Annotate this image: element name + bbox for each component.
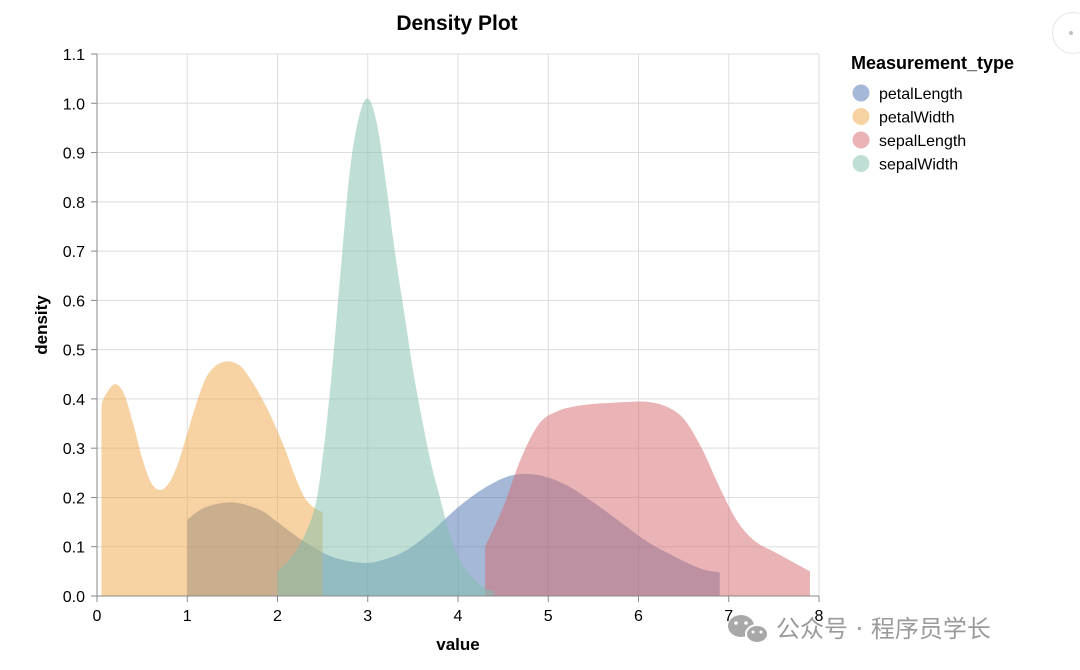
y-tick-label: 0.5 xyxy=(63,343,85,360)
legend-label-sepalWidth: sepalWidth xyxy=(879,157,958,174)
x-tick-label: 4 xyxy=(454,608,463,625)
x-tick-label: 5 xyxy=(544,608,553,625)
x-tick-label: 2 xyxy=(273,608,282,625)
y-tick-label: 0.2 xyxy=(63,490,85,507)
x-axis-title: value xyxy=(436,635,479,654)
y-tick-label: 0.1 xyxy=(63,540,85,557)
y-tick-label: 0.7 xyxy=(63,244,85,261)
legend-swatch-sepalWidth xyxy=(852,155,870,172)
wechat-icon xyxy=(728,615,769,644)
density-area-sepalWidth xyxy=(277,98,495,596)
legend-swatch-petalWidth xyxy=(852,108,870,125)
x-tick-label: 8 xyxy=(815,608,824,625)
density-areas xyxy=(101,98,810,596)
x-tick-label: 6 xyxy=(634,608,643,625)
y-axis-title: density xyxy=(32,295,51,355)
y-tick-label: 0.8 xyxy=(63,195,85,212)
x-tick-label: 1 xyxy=(183,608,192,625)
legend-label-petalWidth: petalWidth xyxy=(879,110,955,127)
legend-title: Measurement_type xyxy=(851,53,1014,73)
legend-swatch-sepalLength xyxy=(852,131,870,149)
x-tick-label: 3 xyxy=(363,608,372,625)
y-tick-label: 0.3 xyxy=(63,441,85,458)
y-tick-label: 1.0 xyxy=(63,96,85,113)
x-axis-ticks: 0 1 2 3 4 5 6 7 8 xyxy=(93,596,824,625)
density-area-petalWidth xyxy=(101,361,323,596)
density-area-sepalLength xyxy=(485,401,810,596)
legend-swatch-petalLength xyxy=(852,84,870,102)
chart-title: Density Plot xyxy=(396,12,517,35)
x-tick-label: 0 xyxy=(93,608,102,625)
y-tick-label: 1.1 xyxy=(63,47,85,64)
corner-menu-button[interactable] xyxy=(1052,12,1080,54)
watermark-text: 公众号 · 程序员学长 xyxy=(776,615,991,643)
y-tick-label: 0.0 xyxy=(63,589,85,606)
legend-label-petalLength: petalLength xyxy=(879,86,963,103)
y-tick-label: 0.9 xyxy=(63,146,85,163)
y-axis-ticks: 0.0 0.1 0.2 0.3 0.4 0.5 0.6 0.7 0.8 0.9 1.0 1.1 xyxy=(63,47,97,606)
legend: Measurement_type petalLength petalWidth se… xyxy=(851,53,1014,174)
x-tick-label: 7 xyxy=(724,608,733,625)
legend-label-sepalLength: sepalLength xyxy=(879,133,966,150)
y-tick-label: 0.4 xyxy=(63,392,85,409)
watermark: 公众号 · 程序员学长 xyxy=(728,615,991,644)
y-tick-label: 0.6 xyxy=(63,293,85,310)
dots-icon xyxy=(1069,31,1073,35)
